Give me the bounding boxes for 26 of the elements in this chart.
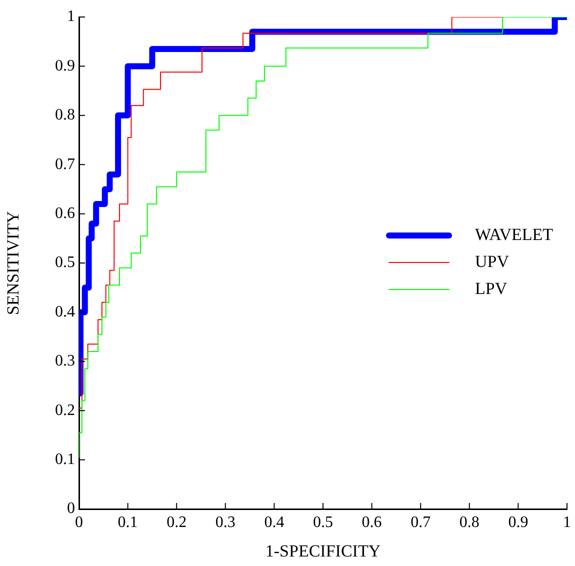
y-tick-label: 0.3 — [55, 352, 75, 370]
y-tick-label: 0.2 — [55, 402, 75, 419]
legend-label: LPV — [475, 278, 508, 298]
x-tick-label: 0.2 — [166, 514, 187, 531]
x-tick-label: 0.3 — [215, 514, 236, 531]
y-tick-label: 0.9 — [55, 57, 75, 74]
y-tick-label: 0.5 — [55, 254, 75, 272]
y-tick-label: 0.4 — [55, 303, 75, 320]
y-tick-label: 0.1 — [55, 451, 75, 468]
y-tick-label: 0.8 — [55, 106, 75, 124]
y-tick-label: 0.6 — [55, 205, 75, 222]
y-tick-label: 1 — [67, 8, 75, 26]
legend-label: WAVELET — [475, 224, 554, 244]
y-axis-title: SENSITIVITY — [4, 211, 23, 315]
x-tick-label: 0.6 — [362, 514, 382, 531]
x-tick-label: 0.7 — [410, 514, 431, 531]
x-tick-label: 0.5 — [313, 514, 333, 531]
legend-label: UPV — [475, 252, 510, 271]
x-tick-label: 1 — [563, 514, 571, 531]
x-axis-title: 1-SPECIFICITY — [265, 541, 381, 560]
x-tick-label: 0.8 — [459, 514, 480, 531]
y-tick-label: 0 — [67, 500, 75, 518]
x-tick-label: 0.9 — [508, 514, 528, 531]
x-tick-label: 0.4 — [264, 514, 284, 531]
x-tick-label: 0.1 — [118, 514, 138, 531]
y-tick-label: 0.7 — [55, 156, 75, 173]
